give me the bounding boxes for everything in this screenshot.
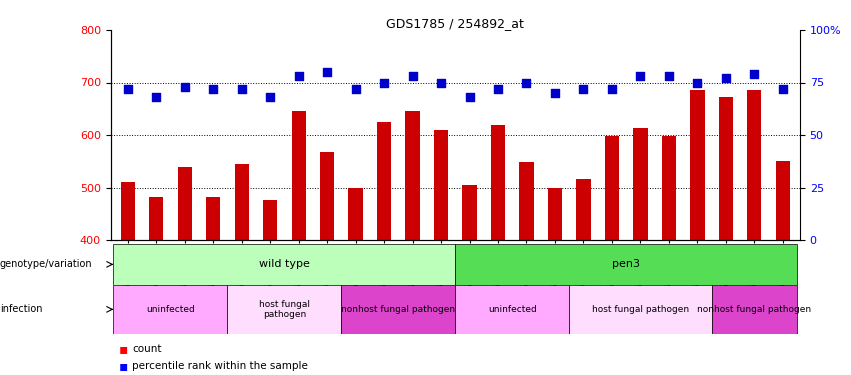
Point [747,71,761,77]
Bar [719,97,733,240]
Bar [121,182,134,240]
Point [491,86,505,92]
Bar [149,197,163,240]
Bar [341,285,455,334]
Text: host fungal
pathogen: host fungal pathogen [259,300,310,319]
Point [292,73,306,79]
Point [662,73,676,79]
Title: GDS1785 / 254892_at: GDS1785 / 254892_at [386,17,524,30]
Point [434,80,448,86]
Point [235,86,248,92]
Text: uninfected: uninfected [488,305,537,314]
Bar [662,135,676,240]
Text: nonhost fungal pathogen: nonhost fungal pathogen [697,305,811,314]
Bar [235,164,248,240]
Bar [776,161,790,240]
Text: genotype/variation: genotype/variation [0,260,93,269]
Bar [348,188,363,240]
Point [349,86,363,92]
Text: percentile rank within the sample: percentile rank within the sample [132,361,308,370]
Bar [405,111,420,240]
Bar [113,285,227,334]
Bar [320,152,334,240]
Bar [434,130,448,240]
Point [548,90,562,96]
Point [634,73,648,79]
Point [406,73,420,79]
Bar [633,128,648,240]
Text: host fungal pathogen: host fungal pathogen [591,305,689,314]
Bar [113,244,455,285]
Text: pen3: pen3 [612,260,640,269]
Point [577,86,591,92]
Point [520,80,534,86]
Bar [747,90,762,240]
Bar [206,197,220,240]
Text: nonhost fungal pathogen: nonhost fungal pathogen [341,305,455,314]
Bar [605,136,619,240]
Point [206,86,220,92]
Bar [519,162,534,240]
Bar [455,285,569,334]
Text: infection: infection [0,304,43,314]
Point [463,94,477,100]
Point [263,94,277,100]
Bar [263,200,277,240]
Point [178,84,191,90]
Bar [462,185,477,240]
Text: ▪: ▪ [119,358,129,373]
Bar [292,111,306,240]
Point [377,80,391,86]
Point [776,86,790,92]
Point [719,75,733,81]
Bar [227,285,341,334]
Text: count: count [132,344,162,354]
Point [691,80,705,86]
Text: uninfected: uninfected [146,305,195,314]
Bar [548,188,563,240]
Bar [576,179,591,240]
Bar [711,285,797,334]
Point [150,94,163,100]
Bar [377,122,391,240]
Point [320,69,334,75]
Bar [690,90,705,240]
Bar [569,285,711,334]
Bar [455,244,797,285]
Text: wild type: wild type [259,260,310,269]
Point [121,86,134,92]
Text: ▪: ▪ [119,342,129,356]
Point [605,86,619,92]
Bar [491,124,505,240]
Bar [178,166,191,240]
